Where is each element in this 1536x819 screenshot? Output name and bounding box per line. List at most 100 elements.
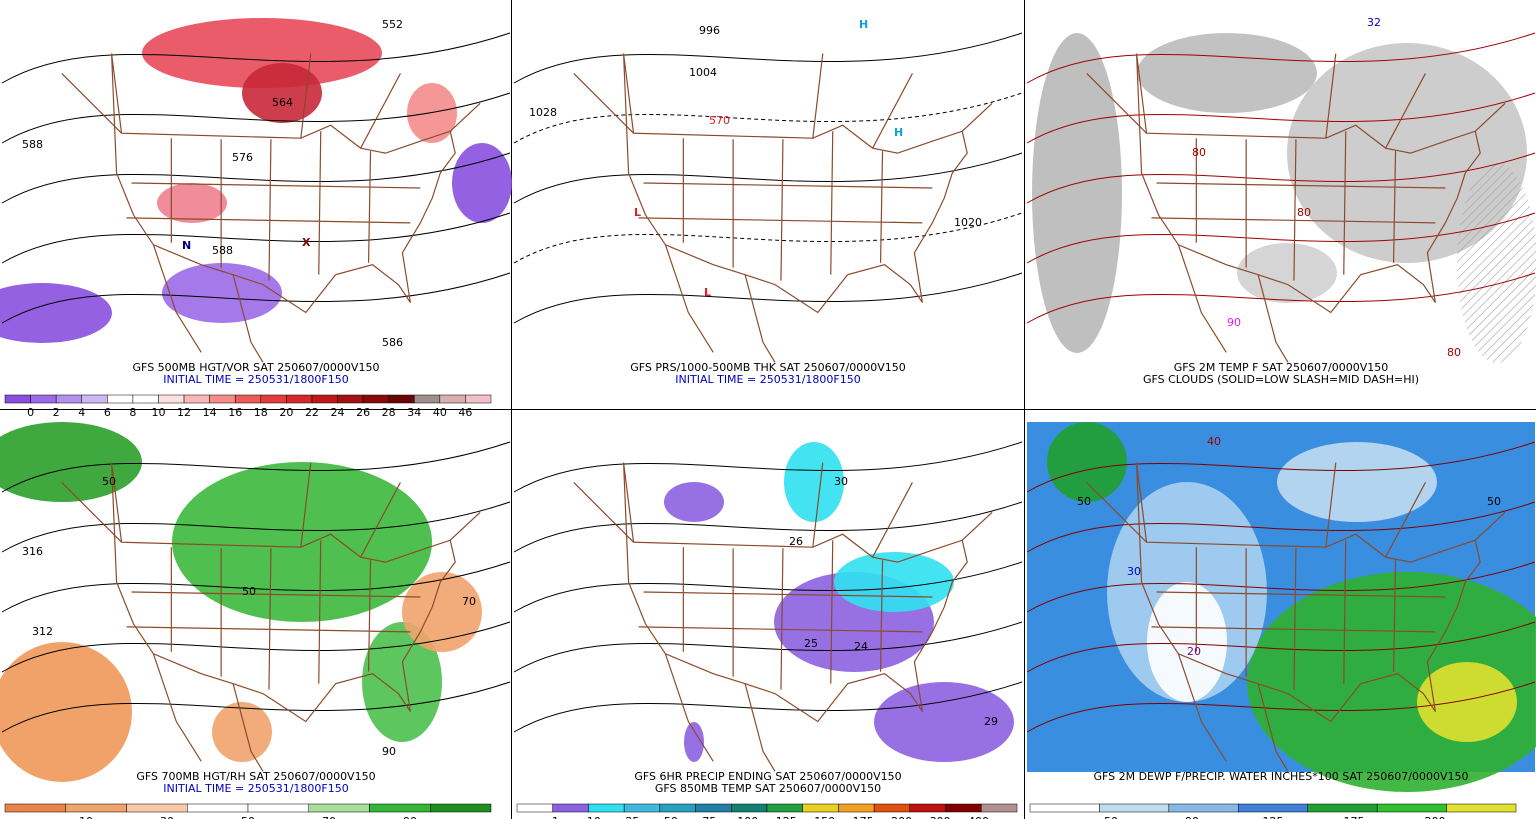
colorbar-label: 46 xyxy=(458,406,472,419)
colorbar-label: 50 xyxy=(1104,815,1118,819)
colorbar-swatch xyxy=(873,803,911,813)
contour xyxy=(1,92,511,144)
shaded-area xyxy=(1032,33,1122,353)
shaded-area xyxy=(684,722,704,762)
contour xyxy=(1,501,511,553)
map-label: L xyxy=(704,286,711,299)
colorbar-label: 10 xyxy=(587,815,601,819)
colorbar-label: 50 xyxy=(241,815,255,819)
contour xyxy=(1,621,511,673)
colorbar-swatch xyxy=(414,394,441,404)
contour xyxy=(1026,621,1536,673)
map-label: 25 xyxy=(804,637,818,650)
colorbar-swatch xyxy=(247,803,309,813)
colorbar-swatch xyxy=(981,803,1018,813)
contour xyxy=(1026,272,1536,324)
colorbar-label: 10 xyxy=(79,815,93,819)
colorbar-swatch xyxy=(623,803,661,813)
map-label: 564 xyxy=(272,96,293,109)
contour xyxy=(513,621,1023,673)
contour xyxy=(1,681,511,733)
map-label: 570 xyxy=(709,114,730,127)
colorbar-swatch xyxy=(55,394,82,404)
colorbar-label: 90 xyxy=(1185,815,1199,819)
colorbar-swatch xyxy=(260,394,287,404)
colorbar-label: 70 xyxy=(322,815,336,819)
shaded-area xyxy=(452,143,512,223)
map-label: 1004 xyxy=(689,66,717,79)
contour xyxy=(513,561,1023,613)
colorbar-swatch xyxy=(126,803,188,813)
contour xyxy=(513,212,1023,264)
colorbar-swatch xyxy=(65,803,127,813)
shaded-area xyxy=(0,422,142,502)
shaded-area xyxy=(664,482,724,522)
map-label: 1020 xyxy=(954,216,982,229)
panel-title: GFS 6HR PRECIP ENDING SAT 250607/0000V15… xyxy=(634,770,901,783)
map-label: 552 xyxy=(382,18,403,31)
colorbar-swatch xyxy=(1099,803,1170,813)
colorbar-label: 30 xyxy=(160,815,174,819)
map-label: L xyxy=(634,206,641,219)
panel: 996 1004 1028 1020 L L H H 570 GFS PRS/1000-500MB… xyxy=(513,13,1023,386)
colorbar-swatch xyxy=(311,394,338,404)
colorbar-swatch xyxy=(234,394,262,404)
colorbar-swatch xyxy=(209,394,236,404)
colorbar-swatch xyxy=(187,803,249,813)
colorbar-label: 6 xyxy=(104,406,111,419)
map-label: H xyxy=(859,18,868,31)
colorbar-swatch xyxy=(439,394,466,404)
colorbar-swatch xyxy=(158,394,185,404)
map-label: 30 xyxy=(1127,565,1141,578)
shaded-area xyxy=(1147,582,1227,702)
contour xyxy=(513,92,1023,144)
map-label: X xyxy=(302,236,311,249)
colorbar-swatch xyxy=(1029,803,1100,813)
map-label: 50 xyxy=(1077,495,1091,508)
colorbar-label: 24 xyxy=(331,406,345,419)
shaded-area xyxy=(142,18,382,88)
colorbar-swatch xyxy=(4,803,66,813)
shaded-area xyxy=(212,702,272,762)
map-label: 24 xyxy=(854,640,868,653)
map-label: 80 xyxy=(1192,146,1206,159)
contour xyxy=(1,441,511,493)
map-label: 80 xyxy=(1447,346,1461,359)
map-label: 29 xyxy=(984,715,998,728)
colorbar-label: 10 xyxy=(151,406,165,419)
contour xyxy=(1026,32,1536,84)
map-background xyxy=(514,13,1022,363)
panel-title: GFS CLOUDS (SOLID=LOW SLASH=MID DASH=HI) xyxy=(1143,373,1419,386)
contour xyxy=(513,32,1023,84)
colorbar-swatch xyxy=(183,394,210,404)
colorbar-label: 175 xyxy=(853,815,874,819)
map-label: 996 xyxy=(699,24,720,37)
colorbar-label: 18 xyxy=(254,406,268,419)
map-label: 32 xyxy=(1367,16,1381,29)
contour xyxy=(513,272,1023,324)
colorbar-label: 125 xyxy=(1263,815,1284,819)
panel: 80 80 90 80 32 GFS 2M TEMP F SAT 250607/0000V… xyxy=(1026,13,1536,386)
panel: 552 564 576 588 588 586 N X GFS 500MB HGT/VOR SA… xyxy=(0,13,512,419)
colorbar-label: 50 xyxy=(664,815,678,819)
colorbar-swatch xyxy=(1238,803,1308,813)
colorbar-label: 4 xyxy=(78,406,85,419)
colorbar-swatch xyxy=(1168,803,1239,813)
map-label: 588 xyxy=(22,138,43,151)
contour xyxy=(1,152,511,204)
shaded-area xyxy=(1417,662,1517,742)
colorbar-label: 16 xyxy=(228,406,242,419)
contour xyxy=(1026,561,1536,613)
map-label: 312 xyxy=(32,625,53,638)
panel: 316 312 50 50 90 70 GFS 700MB HGT/RH SAT 25060… xyxy=(0,422,511,819)
colorbar-swatch xyxy=(552,803,589,813)
contour xyxy=(1,212,511,264)
colorbar-swatch xyxy=(802,803,839,813)
colorbar-label: 75 xyxy=(702,815,716,819)
colorbar-label: 2 xyxy=(53,406,60,419)
colorbar-swatch xyxy=(107,394,134,404)
colorbar-label: 150 xyxy=(814,815,835,819)
colorbar-swatch xyxy=(369,803,431,813)
map-label: H xyxy=(894,126,903,139)
